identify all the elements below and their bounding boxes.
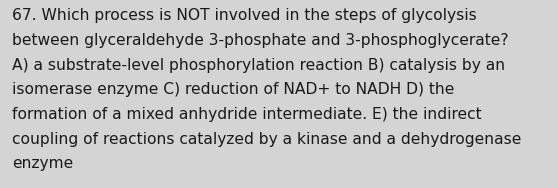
Text: isomerase enzyme C) reduction of NAD+ to NADH D) the: isomerase enzyme C) reduction of NAD+ to… <box>12 82 455 97</box>
Text: between glyceraldehyde 3-phosphate and 3-phosphoglycerate?: between glyceraldehyde 3-phosphate and 3… <box>12 33 509 48</box>
Text: enzyme: enzyme <box>12 156 74 171</box>
Text: 67. Which process is NOT involved in the steps of glycolysis: 67. Which process is NOT involved in the… <box>12 8 477 24</box>
Text: coupling of reactions catalyzed by a kinase and a dehydrogenase: coupling of reactions catalyzed by a kin… <box>12 132 522 147</box>
Text: A) a substrate-level phosphorylation reaction B) catalysis by an: A) a substrate-level phosphorylation rea… <box>12 58 506 73</box>
Text: formation of a mixed anhydride intermediate. E) the indirect: formation of a mixed anhydride intermedi… <box>12 107 482 122</box>
